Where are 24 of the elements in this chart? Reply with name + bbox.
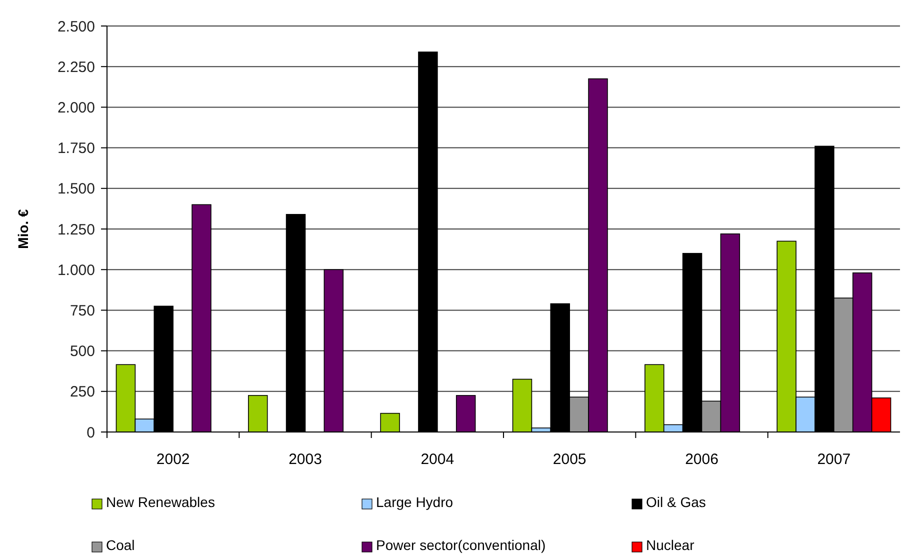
legend-label: Coal xyxy=(106,537,135,553)
y-axis-title: Mio. € xyxy=(15,208,31,249)
legend-label: New Renewables xyxy=(106,494,215,510)
x-tick-label: 2007 xyxy=(817,451,851,468)
legend-label: Oil & Gas xyxy=(646,494,706,510)
y-tick-label: 1.750 xyxy=(57,140,95,158)
y-tick-label: 2.250 xyxy=(57,58,95,76)
y-tick-label: 1.000 xyxy=(57,262,95,279)
x-tick-label: 2002 xyxy=(156,451,190,468)
x-tick-label: 2004 xyxy=(420,451,454,468)
legend-label: Nuclear xyxy=(646,537,695,553)
y-tick-label: 1.500 xyxy=(57,180,95,198)
x-tick-label: 2003 xyxy=(288,451,322,468)
x-tick-label: 2006 xyxy=(685,451,718,468)
y-tick-label: 500 xyxy=(70,343,95,360)
x-tick-label: 2005 xyxy=(552,451,586,468)
legend-label: Large Hydro xyxy=(376,494,454,510)
y-tick-label: 2.000 xyxy=(57,99,95,116)
y-tick-label: 1.250 xyxy=(57,221,95,238)
y-tick-label: 0 xyxy=(86,424,95,442)
y-tick-label: 2.500 xyxy=(57,18,95,36)
y-tick-label: 250 xyxy=(70,384,95,401)
y-tick-label: 750 xyxy=(70,302,95,320)
legend-label: Power sector(conventional) xyxy=(376,537,546,553)
